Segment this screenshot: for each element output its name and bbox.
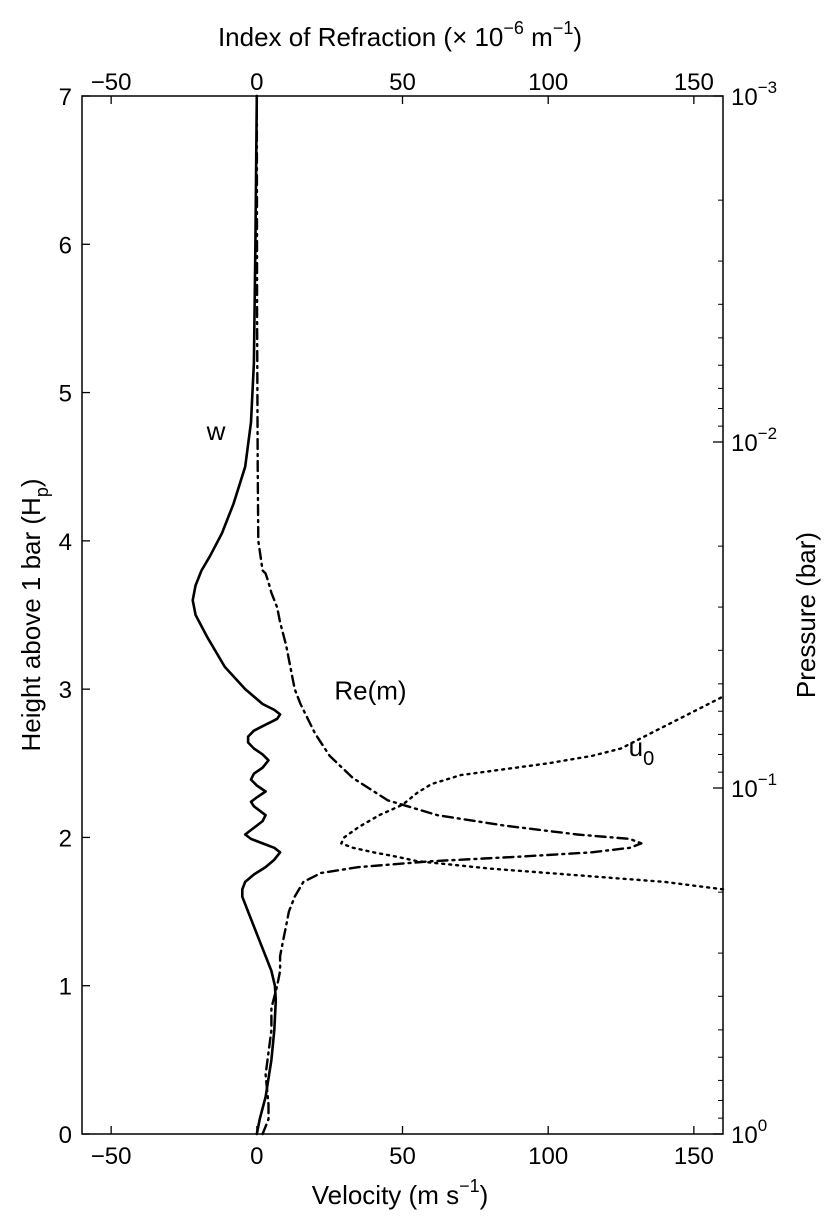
x-top-tick-label: −50 — [91, 69, 132, 96]
y-left-tick-label: 5 — [59, 381, 72, 408]
y-left-tick-label: 0 — [59, 1122, 72, 1149]
annotation-u: u0 — [629, 732, 655, 770]
x-top-tick-label: 150 — [674, 69, 714, 96]
series-w-line — [191, 94, 282, 1136]
y-left-tick-label: 1 — [59, 974, 72, 1001]
y-right-tick-label: 10−1 — [731, 770, 777, 803]
ticks-layer — [82, 95, 723, 1135]
y-left-tick-label: 2 — [59, 825, 72, 852]
x-top-tick-label: 0 — [250, 69, 263, 96]
x-bottom-tick-label: 100 — [528, 1143, 568, 1170]
labels-layer: −50 0 50 100 150 −50 0 50 100 150 0 1 2 3 4 5 6 7 100 10−1 1… — [59, 69, 777, 1170]
series-layer — [191, 94, 725, 1136]
y-right-tick-label: 10−3 — [731, 78, 777, 111]
y-right-tick-label: 10−2 — [731, 424, 777, 457]
series-re-m--line — [255, 94, 643, 1136]
x-bottom-tick-label: 150 — [674, 1143, 714, 1170]
x-axis-bottom-label: Velocity (m s−1) — [312, 1176, 489, 1210]
x-axis-top-label: Index of Refraction (× 10−6 m−1) — [218, 18, 582, 52]
series-u-line — [340, 695, 725, 891]
y-right-tick-label: 100 — [731, 1116, 767, 1149]
y-left-tick-label: 7 — [59, 84, 72, 111]
plot-frame — [81, 95, 724, 1135]
x-bottom-tick-label: 0 — [250, 1143, 263, 1170]
y-left-tick-label: 4 — [59, 529, 72, 556]
annotation-w: w — [206, 416, 226, 446]
y-left-tick-label: 3 — [59, 677, 72, 704]
x-bottom-tick-label: −50 — [91, 1143, 132, 1170]
y-axis-right-label: Pressure (bar) — [791, 532, 821, 698]
x-bottom-tick-label: 50 — [389, 1143, 416, 1170]
y-axis-left-label: Height above 1 bar (Hp) — [16, 478, 52, 751]
y-left-tick-label: 6 — [59, 232, 72, 259]
x-top-tick-label: 50 — [389, 69, 416, 96]
annotation-re-m-: Re(m) — [334, 676, 406, 706]
x-top-tick-label: 100 — [528, 69, 568, 96]
